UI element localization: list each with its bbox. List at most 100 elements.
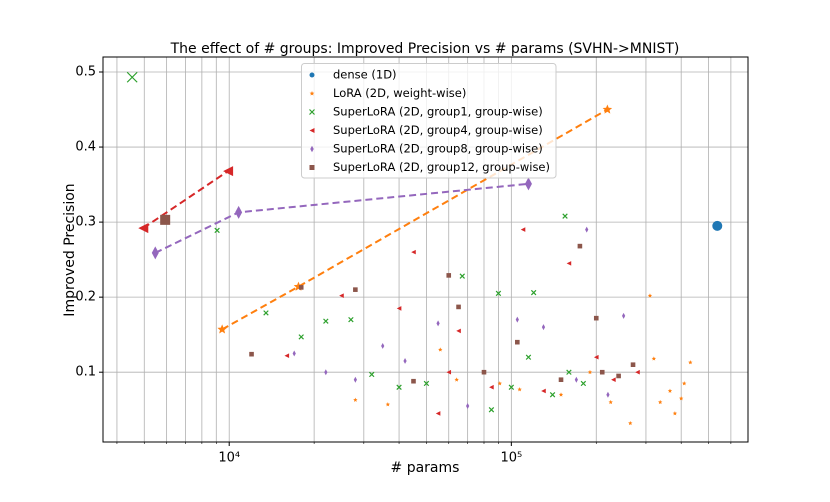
marker [562,213,568,219]
marker [223,166,234,177]
x-axis-label: # params [391,460,460,476]
marker [515,339,520,345]
marker [520,227,526,232]
legend-box [301,63,557,179]
marker [284,353,290,358]
marker [489,384,494,390]
marker [436,320,440,327]
marker [310,145,314,153]
marker [580,380,587,387]
chart-title: The effect of # groups: Improved Precisi… [170,41,680,57]
markers [126,71,723,426]
marker [138,223,149,234]
marker [396,384,402,390]
marker [651,356,657,361]
plot-frame [102,56,749,443]
marker [348,316,354,323]
marker [309,165,315,170]
marker [712,220,723,231]
marker [160,214,171,225]
y-axis-label: Improved Precision [62,183,78,316]
y-tick-label: 0.2 [75,290,96,305]
marker [411,378,416,384]
marker [608,399,613,405]
marker [385,402,391,407]
y-tick-label: 0.1 [75,365,96,380]
marker [263,310,269,316]
frontier-line [142,170,229,229]
marker [126,71,138,83]
marker [353,376,357,383]
marker [324,369,328,376]
legend: dense (1D) LoRA (2D, weight-wise) SuperLoR… [301,63,557,179]
marker [353,397,358,402]
marker [217,324,227,334]
y-tick-label: 0.4 [75,140,96,155]
legend-label: dense (1D) [333,68,397,82]
legend-label: SuperLoRA (2D, group1, group-wise) [333,105,543,119]
marker [368,371,375,378]
marker [688,360,693,365]
legend-label: LoRA (2D, weight-wise) [333,86,466,100]
marker [488,407,495,413]
marker [339,293,344,298]
y-tick-label: 0.5 [75,65,96,80]
y-tick-label: 0.3 [75,215,96,230]
marker [517,387,522,392]
marker [309,109,315,115]
marker [616,373,621,379]
x-tick-label: 10⁵ [500,451,522,466]
marker [309,72,315,78]
marker [459,273,465,279]
marker [495,290,502,297]
marker [621,312,626,319]
marker [606,391,610,398]
marker [309,91,315,96]
marker [585,226,589,233]
x-tick-label: 10⁴ [218,451,240,466]
marker [524,177,532,191]
marker [566,261,572,266]
marker [558,392,564,397]
marker [298,285,304,290]
marker [515,316,519,323]
marker [454,377,459,382]
marker [574,376,578,383]
marker [587,369,593,375]
marker [466,402,470,409]
marker [151,246,159,260]
marker [566,369,572,375]
marker [667,388,673,393]
marker [630,362,636,367]
marker [549,391,556,398]
marker [309,128,315,133]
marker [292,350,296,357]
marker [235,205,243,219]
marker [530,289,537,296]
legend-label: SuperLoRA (2D, group4, group-wise) [333,123,543,137]
marker [541,324,546,331]
marker [508,384,515,390]
marker [438,347,443,352]
marker [214,227,220,234]
marker [658,399,663,405]
marker [599,369,605,375]
marker [611,377,616,383]
marker [456,328,461,334]
marker [672,411,678,416]
marker [435,411,441,416]
marker [525,354,532,360]
marker [593,315,599,321]
marker [541,388,546,394]
marker [353,287,358,292]
marker [628,420,633,426]
marker [456,304,461,310]
marker [411,249,416,255]
marker [323,318,329,324]
legend-label: SuperLoRA (2D, group8, group-wise) [333,142,543,156]
marker [497,381,502,386]
marker [249,351,254,357]
marker [403,357,407,364]
marker [577,243,583,249]
